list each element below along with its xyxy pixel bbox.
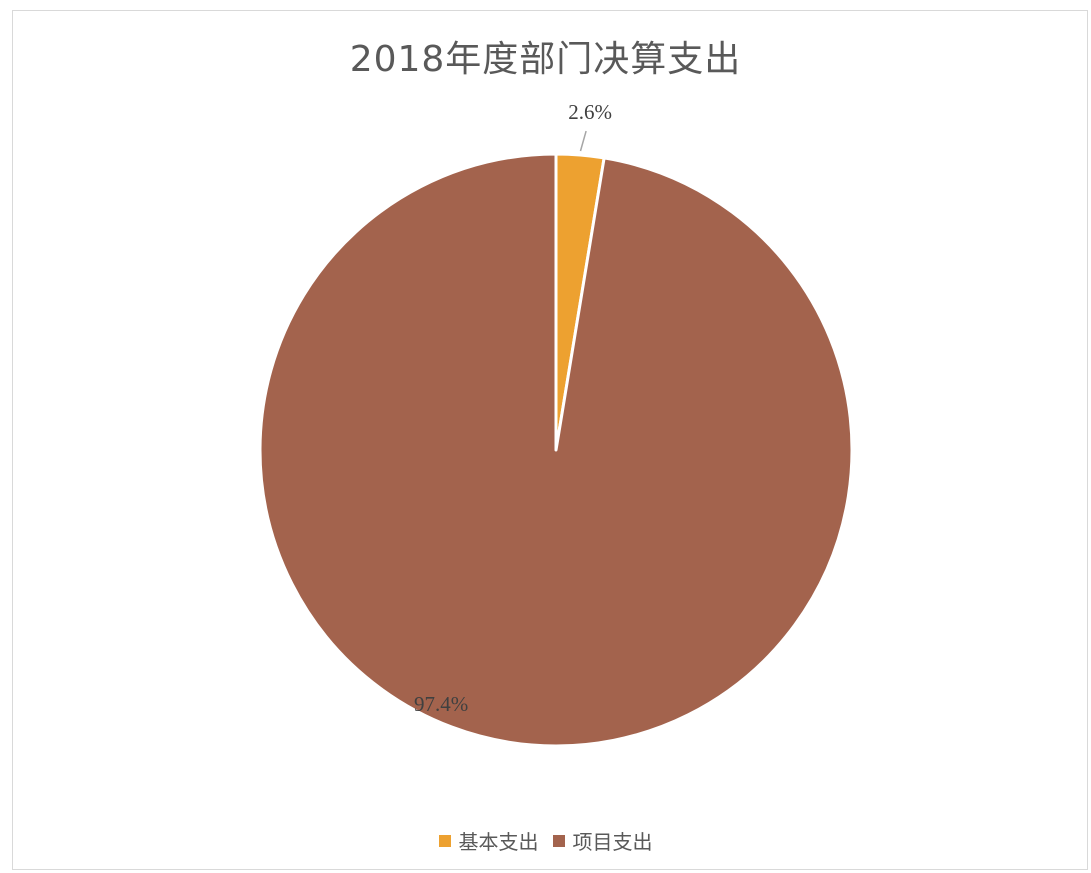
legend-label-basic: 基本支出	[458, 830, 539, 854]
data-label-project: 97.4%	[414, 692, 468, 716]
legend: 基本支出 项目支出	[0, 826, 1091, 855]
data-label-basic: 2.6%	[568, 100, 612, 124]
leader-line-basic	[579, 130, 587, 152]
legend-item-basic: 基本支出	[438, 826, 539, 855]
legend-item-project: 项目支出	[552, 826, 653, 855]
legend-swatch-project	[552, 834, 565, 847]
chart-title: 2018年度部门决算支出	[349, 39, 742, 80]
legend-swatch-basic	[438, 834, 451, 847]
legend-label-project: 项目支出	[572, 830, 653, 854]
pie-slice-project	[258, 152, 854, 748]
